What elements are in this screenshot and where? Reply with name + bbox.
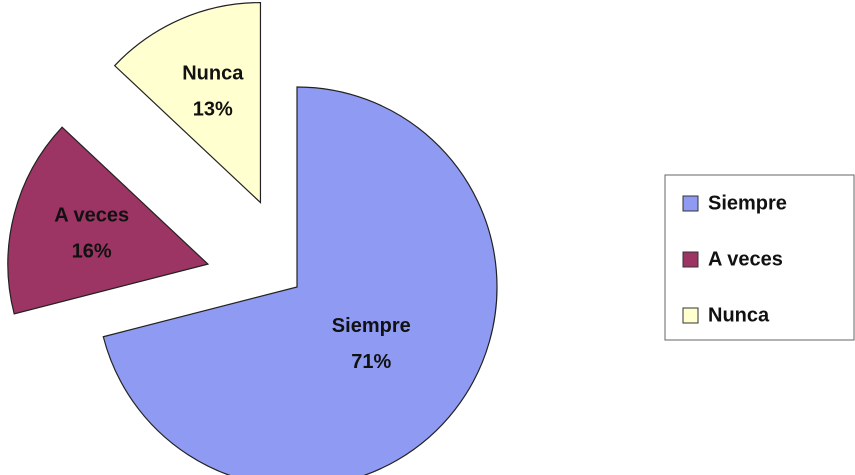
slice-value-label: 71% (351, 351, 391, 373)
pie-slice (113, 1, 262, 204)
legend-swatch (682, 251, 699, 268)
pie-slice (7, 126, 210, 315)
legend: Siempre A veces Nunca (682, 192, 787, 326)
slice-label: Nunca (182, 63, 244, 85)
pie: Siempre 71% A veces 16% Nunca 13% (7, 1, 498, 475)
legend-label: A veces (708, 248, 783, 270)
legend-swatch (682, 307, 699, 324)
slice-label: A veces (54, 205, 129, 227)
legend-label: Nunca (708, 304, 770, 326)
slice-value-label: 16% (72, 241, 112, 263)
legend-label: Siempre (708, 192, 787, 214)
slice-value-label: 13% (193, 99, 233, 121)
legend-swatch (682, 195, 699, 212)
pie-slice (102, 86, 498, 475)
slice-label: Siempre (332, 315, 411, 337)
